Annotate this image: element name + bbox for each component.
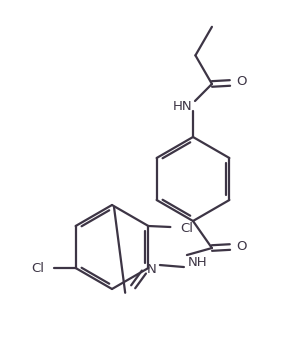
Text: Cl: Cl [31,261,44,275]
Text: HN: HN [173,100,193,112]
Text: Cl: Cl [180,221,193,235]
Text: N: N [147,262,157,276]
Text: NH: NH [188,256,208,268]
Text: O: O [237,240,247,252]
Text: O: O [237,75,247,89]
